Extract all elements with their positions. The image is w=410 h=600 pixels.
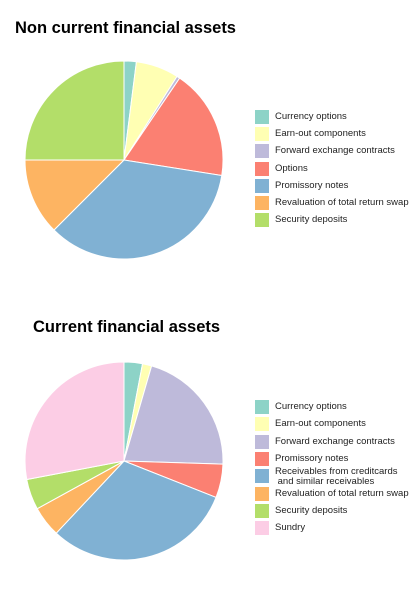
pie-slice-sundry (25, 362, 124, 480)
legend-label: Promissory notes (275, 454, 348, 464)
legend-label: Forward exchange contracts (275, 437, 395, 447)
legend-label: Currency options (275, 402, 347, 412)
legend-key (255, 435, 269, 449)
legend-key (255, 504, 269, 518)
legend-key (255, 417, 269, 431)
legend-label: Sundry (275, 523, 305, 533)
legend-label: Earn-out components (275, 419, 366, 429)
legend-key (255, 469, 269, 483)
legend-key (255, 521, 269, 535)
legend-label: Receivables from creditcards and similar… (275, 467, 398, 487)
legend-key (255, 400, 269, 414)
legend-key (255, 452, 269, 466)
legend-label: Revaluation of total return swap (275, 489, 409, 499)
legend-key (255, 487, 269, 501)
legend-label: Security deposits (275, 506, 347, 516)
